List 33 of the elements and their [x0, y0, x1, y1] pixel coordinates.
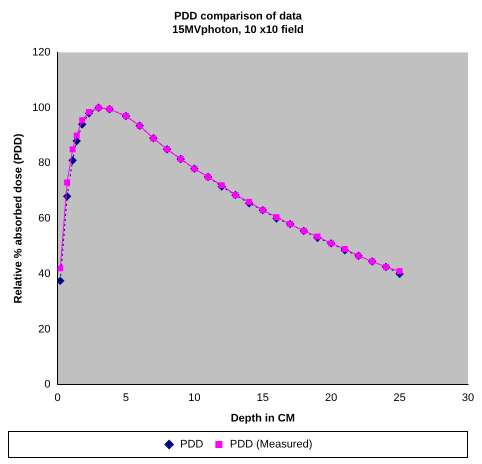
point: [70, 146, 76, 152]
x-tick-label: 10: [188, 392, 200, 404]
point: [396, 268, 403, 274]
x-tick-label: 30: [462, 392, 474, 404]
y-tick-label: 60: [38, 212, 51, 225]
x-tick-label: 15: [256, 392, 269, 404]
point: [58, 265, 64, 272]
legend-label: PDD (Measured): [230, 438, 312, 451]
y-tick-label: 40: [38, 268, 51, 280]
x-axis-title: Depth in CM: [230, 412, 295, 424]
point: [218, 182, 225, 188]
chart-subtitle: 15MVphoton, 10 x10 field: [172, 24, 304, 36]
point: [74, 132, 80, 138]
y-tick-label: 80: [38, 157, 51, 170]
point: [79, 117, 86, 124]
point: [86, 108, 92, 115]
x-tick-label: 0: [54, 392, 61, 404]
x-tick-label: 25: [393, 392, 406, 404]
y-tick-label: 100: [32, 102, 51, 114]
point: [58, 276, 64, 285]
x-tick-label: 5: [122, 392, 130, 404]
point: [314, 234, 320, 240]
y-tick-label: 20: [38, 323, 51, 336]
y-tick-label: 0: [44, 378, 51, 391]
point: [273, 214, 280, 220]
point: [342, 246, 348, 252]
point: [64, 180, 70, 186]
point: [246, 198, 252, 205]
chart-title: PDD comparison of data: [174, 10, 303, 23]
x-tick-label: 20: [325, 392, 338, 404]
y-tick-label: 120: [32, 46, 51, 58]
legend-label: PDD: [180, 438, 204, 451]
y-axis-title: Relative % absorbed dose (PDD): [12, 133, 25, 304]
